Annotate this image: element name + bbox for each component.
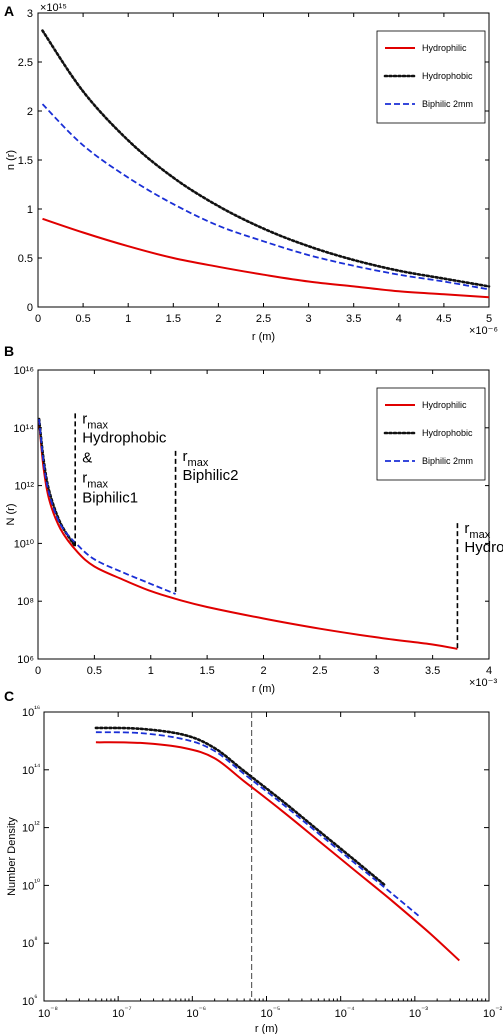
y-tick-label: 1 — [27, 204, 33, 216]
x-tick-label: 3 — [373, 665, 379, 677]
x-tick-label: 10⁻³ — [409, 1005, 428, 1020]
series-line — [95, 731, 420, 917]
y-tick-label: 10¹⁰ — [14, 538, 35, 550]
y-tick-label: 2 — [27, 106, 33, 118]
y-axis-label: N (r) — [5, 504, 17, 526]
panel-a: A 0 0.5 1 1.5 2 2.5 3 3.5 4 4.5 5 0 0.5 1 1.5 2 2.5 3 r (m)… — [4, 2, 498, 343]
x-tick-label: 4 — [396, 313, 402, 325]
series-line — [38, 419, 176, 595]
x-tick-label: 10⁻⁸ — [38, 1005, 58, 1020]
rmax-label: Biphilic2 — [183, 467, 239, 484]
rmax-label: rmax — [82, 469, 108, 490]
y-tick-label: 10⁶ — [22, 993, 38, 1008]
x-tick-label: 10⁻⁴ — [335, 1005, 355, 1020]
x-axis-label: r (m) — [255, 1023, 278, 1034]
x-exponent-label: ×10⁻⁶ — [469, 325, 498, 337]
y-tick-label: 10¹² — [14, 481, 34, 493]
y-tick-label: 10¹⁰ — [22, 877, 40, 892]
rmax-label: & — [82, 449, 92, 466]
x-tick-label: 1 — [148, 665, 154, 677]
x-tick-label: 3.5 — [346, 313, 361, 325]
x-tick-label: 0.5 — [75, 313, 90, 325]
series-line — [37, 417, 77, 548]
x-tick-label: 0 — [35, 665, 41, 677]
y-tick-label: 10¹⁶ — [14, 365, 34, 377]
rmax-label: rmax — [82, 410, 108, 431]
rmax-label: Biphilic1 — [82, 489, 138, 506]
y-tick-label: 10⁶ — [17, 654, 34, 666]
y-axis-label: Number Density — [6, 817, 18, 896]
y-tick-label: 10¹⁴ — [13, 423, 34, 435]
legend-label: Biphilic 2mm — [422, 99, 473, 109]
series-line — [41, 103, 490, 291]
x-tick-label: 5 — [486, 313, 492, 325]
panel-b: B 0 0.5 1 1.5 2 2.5 3 3.5 4 10⁶ 10⁸ 10¹⁰ 10¹² 10¹⁴ 10¹⁶… — [4, 343, 503, 695]
rmax-label: Hydrophilic — [464, 539, 503, 556]
x-tick-label: 3.5 — [425, 665, 440, 677]
series-line — [41, 29, 491, 288]
x-tick-label: 10⁻⁷ — [112, 1005, 131, 1020]
y-tick-label: 1.5 — [18, 155, 33, 167]
x-tick-label: 10⁻⁵ — [261, 1005, 281, 1020]
panel-label-b: B — [4, 343, 14, 359]
y-tick-label: 2.5 — [18, 57, 33, 69]
x-tick-label: 1 — [125, 313, 131, 325]
y-tick-label: 10¹⁶ — [22, 704, 40, 719]
y-axis-label: n (r) — [5, 150, 17, 170]
rmax-label: rmax — [183, 448, 209, 469]
y-tick-label: 3 — [27, 8, 33, 20]
plot-frame-c — [43, 711, 490, 1002]
x-tick-label: 4.5 — [436, 313, 451, 325]
series-line — [38, 421, 458, 650]
y-tick-label: 10⁸ — [17, 596, 34, 608]
x-tick-label: 4 — [486, 665, 492, 677]
x-tick-label: 1.5 — [166, 313, 181, 325]
y-exponent-label: ×10¹⁵ — [40, 2, 67, 14]
series-line — [95, 741, 460, 962]
panel-label-c: C — [4, 688, 14, 704]
legend-label: Hydrophilic — [422, 400, 467, 410]
legend-label: Biphilic 2mm — [422, 456, 473, 466]
x-tick-label: 1.5 — [199, 665, 214, 677]
y-tick-label: 0.5 — [18, 253, 33, 265]
y-tick-label: 10¹⁴ — [22, 762, 41, 777]
y-tick-label: 10¹² — [22, 820, 40, 835]
panel-label-a: A — [4, 3, 14, 19]
x-tick-label: 2.5 — [312, 665, 327, 677]
x-tick-label: 10⁻² — [483, 1005, 502, 1020]
legend-label: Hydrophobic — [422, 71, 473, 81]
x-tick-label: 10⁻⁶ — [186, 1005, 206, 1020]
y-tick-label: 10⁸ — [22, 935, 38, 950]
legend-a: Hydrophilic Hydrophobic Biphilic 2mm — [376, 30, 486, 124]
legend-label: Hydrophobic — [422, 428, 473, 438]
series-line — [94, 726, 387, 887]
x-axis-label: r (m) — [252, 683, 275, 695]
rmax-label: rmax — [464, 520, 490, 541]
x-tick-label: 2.5 — [256, 313, 271, 325]
panel-c: C 10⁻⁸ 10⁻⁷ 10⁻⁶ 10⁻⁵ 10⁻⁴ 10⁻³ 10⁻² 10⁶ 10⁸ 10¹⁰ 1… — [4, 688, 502, 1034]
x-tick-label: 3 — [306, 313, 312, 325]
x-tick-label: 0 — [35, 313, 41, 325]
series-line — [42, 217, 490, 299]
x-axis-label: r (m) — [252, 331, 275, 343]
rmax-label: Hydrophobic — [82, 429, 167, 446]
x-tick-label: 2 — [215, 313, 221, 325]
legend-label: Hydrophilic — [422, 43, 467, 53]
x-tick-label: 0.5 — [87, 665, 102, 677]
x-exponent-label: ×10⁻³ — [469, 677, 497, 689]
legend-b: Hydrophilic Hydrophobic Biphilic 2mm — [376, 387, 486, 481]
y-tick-label: 0 — [27, 302, 33, 314]
x-tick-label: 2 — [260, 665, 266, 677]
